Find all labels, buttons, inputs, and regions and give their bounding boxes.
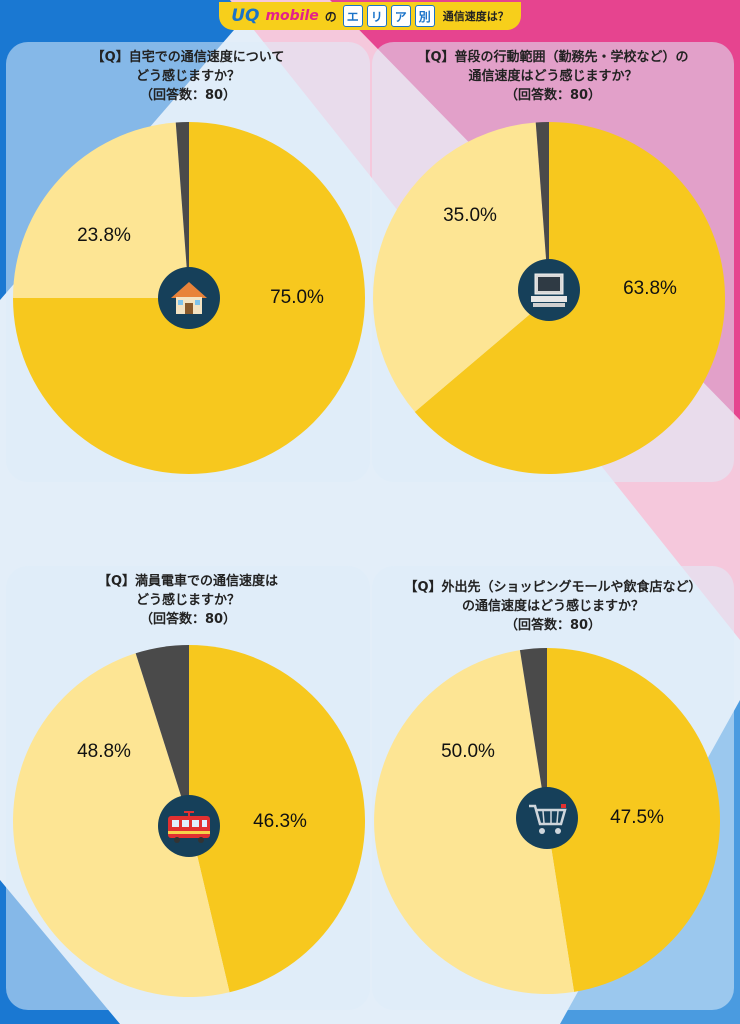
pie-slice bbox=[189, 645, 365, 993]
slice-label: 35.0% bbox=[443, 205, 497, 226]
slice-label: 63.8% bbox=[623, 278, 677, 299]
pie-slice bbox=[13, 653, 230, 997]
header-char-box: 別 bbox=[414, 5, 435, 27]
question-title: 【Q】外出先（ショッピングモールや飲食店など） の通信速度はどう感じますか？ （… bbox=[372, 578, 734, 635]
pie-slice bbox=[373, 122, 549, 412]
question-line: の通信速度はどう感じますか？ bbox=[461, 599, 644, 614]
slice-label: 48.8% bbox=[77, 741, 131, 762]
brand-logo: UQ bbox=[231, 6, 260, 26]
question-line: 【Q】自宅での通信速度について bbox=[91, 50, 285, 65]
question-line: どう感じますか？ bbox=[135, 69, 240, 84]
pie-slice bbox=[175, 122, 189, 298]
pie-chart-outside bbox=[374, 648, 720, 994]
slice-label: 23.8% bbox=[77, 225, 131, 246]
pie-slice bbox=[135, 645, 189, 821]
slice-label: 50.0% bbox=[441, 741, 495, 762]
header-char-box: エ bbox=[342, 5, 363, 27]
header-title: 通信速度は？ bbox=[442, 10, 509, 23]
train-icon bbox=[158, 795, 220, 857]
header-banner: UQ mobile の エ リ ア 別 通信速度は？ bbox=[219, 2, 521, 30]
computer-icon bbox=[518, 259, 580, 321]
question-title: 【Q】普段の行動範囲（勤務先・学校など）の 通信速度はどう感じますか？ （回答数… bbox=[372, 48, 734, 105]
question-line: （回答数：80） bbox=[139, 612, 237, 627]
pie-slice bbox=[374, 650, 575, 994]
question-line: （回答数：80） bbox=[504, 88, 602, 103]
question-title: 【Q】満員電車での通信速度は どう感じますか？ （回答数：80） bbox=[6, 572, 370, 629]
header-char-box: リ bbox=[366, 5, 387, 27]
question-line: 【Q】満員電車での通信速度は bbox=[97, 574, 279, 589]
header-particle: の bbox=[324, 9, 337, 24]
pie-slice bbox=[547, 648, 720, 992]
pie-slice bbox=[535, 122, 549, 298]
slice-label: 47.5% bbox=[610, 807, 664, 828]
question-line: （回答数：80） bbox=[139, 88, 237, 103]
pie-slice bbox=[13, 122, 189, 298]
shopping-cart-icon bbox=[516, 787, 578, 849]
question-line: 【Q】普段の行動範囲（勤務先・学校など）の bbox=[417, 50, 689, 65]
question-line: 通信速度はどう感じますか？ bbox=[468, 69, 638, 84]
slice-label: 75.0% bbox=[270, 287, 324, 308]
question-line: どう感じますか？ bbox=[135, 593, 240, 608]
pie-chart-train bbox=[13, 645, 365, 997]
question-line: （回答数：80） bbox=[504, 618, 602, 633]
question-line: 【Q】外出先（ショッピングモールや飲食店など） bbox=[404, 580, 702, 595]
house-icon bbox=[158, 267, 220, 329]
slice-label: 46.3% bbox=[253, 811, 307, 832]
brand-logo-sub: mobile bbox=[265, 8, 319, 24]
header: UQ mobile の エ リ ア 別 通信速度は？ bbox=[0, 0, 740, 34]
question-title: 【Q】自宅での通信速度について どう感じますか？ （回答数：80） bbox=[6, 48, 370, 105]
pie-slice bbox=[519, 648, 547, 821]
header-char-box: ア bbox=[390, 5, 411, 27]
